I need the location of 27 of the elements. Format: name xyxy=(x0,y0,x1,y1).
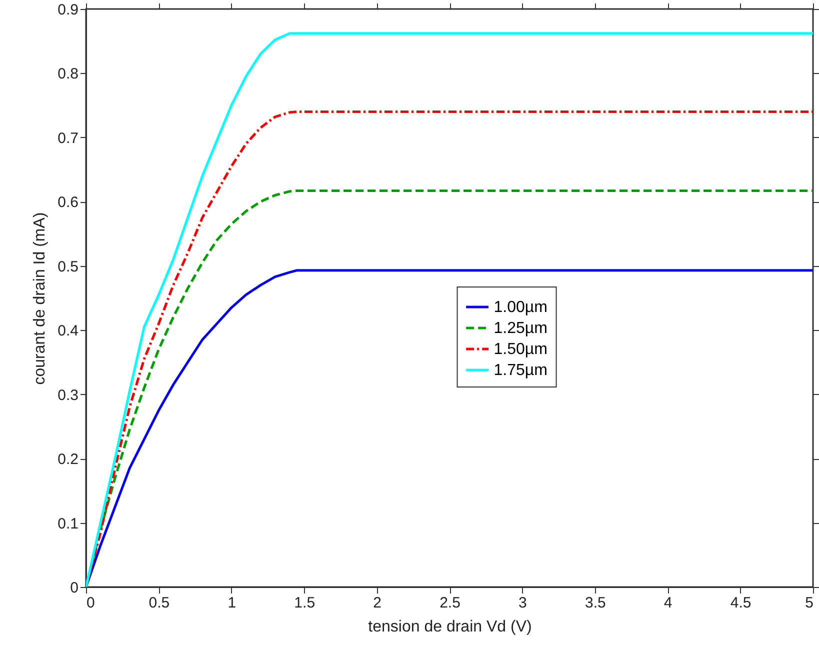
x-tick-label: 4 xyxy=(664,594,672,612)
y-tick-label: 0.4 xyxy=(58,322,78,340)
y-tick-label: 0.6 xyxy=(58,194,78,212)
y-tick-label: 0.5 xyxy=(58,258,78,276)
x-tick-label: 3 xyxy=(518,594,527,612)
x-tick-label: 0 xyxy=(86,594,95,612)
y-axis-title: courant de drain Id (mA) xyxy=(32,212,49,385)
y-tick-label: 0.3 xyxy=(58,386,78,404)
y-tick-label: 0.2 xyxy=(58,451,78,468)
x-tick-label: 4.5 xyxy=(730,594,752,612)
y-tick-label: 0 xyxy=(70,580,78,596)
x-axis-title: tension de drain Vd (V) xyxy=(368,618,532,636)
legend-label: 1.25µm xyxy=(494,320,548,337)
y-tick-label: 0.1 xyxy=(58,515,78,532)
legend-label: 1.00µm xyxy=(494,298,548,316)
legend-label: 1.50µm xyxy=(494,340,548,358)
y-tick-label: 0.7 xyxy=(58,130,78,147)
y-tick-label: 0.9 xyxy=(58,2,78,18)
x-tick-label: 0.5 xyxy=(148,594,170,612)
x-tick-label: 2 xyxy=(373,594,382,612)
y-tick-label: 0.8 xyxy=(58,66,78,83)
legend-label: 1.75µm xyxy=(494,362,548,379)
x-tick-label: 1.5 xyxy=(294,594,316,612)
x-tick-label: 3.5 xyxy=(584,594,606,612)
x-tick-label: 5 xyxy=(805,594,814,612)
x-tick-label: 2.5 xyxy=(440,594,460,612)
x-tick-label: 1 xyxy=(228,594,236,612)
